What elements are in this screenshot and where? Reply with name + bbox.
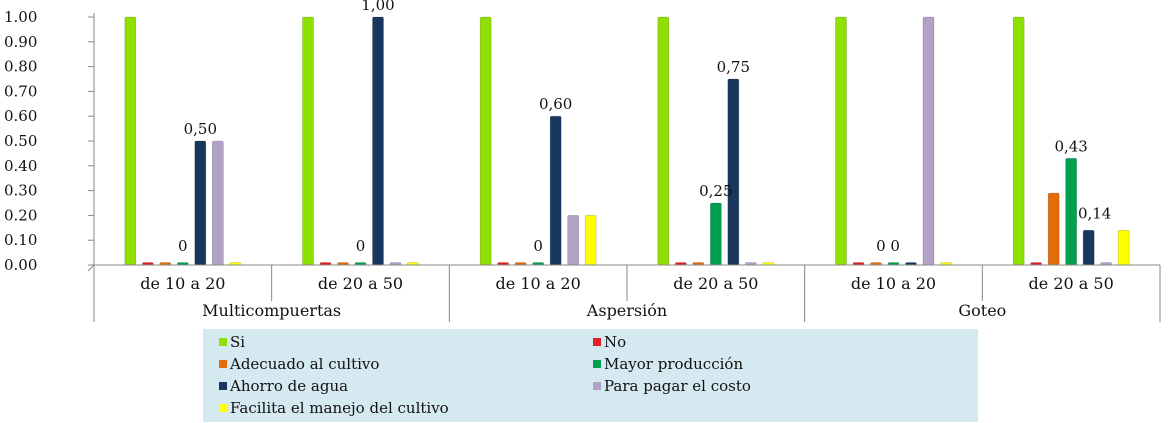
bar [479,16,492,266]
x-tick-label: de 20 a 50 [673,274,758,293]
data-label: 0 [178,237,188,255]
chart: 0.00 0.10 0.20 0.30 0.40 0.50 0.60 0.70 0.80 0.90… [4,0,1161,322]
y-tick-label: 0.80 [4,58,37,76]
bar [124,16,137,266]
y-tick-label: 0.50 [4,132,37,150]
y-tick-label: 1.00 [4,8,37,26]
bar [922,16,935,266]
data-label: 0,50 [184,120,217,138]
bar [1065,158,1077,266]
bar [1047,192,1060,266]
x-axis-corner [87,264,95,272]
legend-label: Adecuado al cultivo [230,355,380,373]
bar [1012,16,1025,266]
legend-item: No [593,333,626,351]
data-label: 0 0 [876,237,900,255]
bar [567,215,579,266]
x-tick-label: de 20 a 50 [1029,274,1114,293]
x-tick-label: de 10 a 20 [496,274,581,293]
legend: Si No Adecuado al cultivo Mayor producci… [203,329,978,422]
x-tick-label: de 20 a 50 [318,274,403,293]
legend-label: Ahorro de agua [230,377,349,395]
bar [727,78,740,266]
legend-label: No [604,333,627,351]
x-group-label: Goteo [958,301,1006,320]
bar [194,140,207,266]
legend-swatch [593,382,601,390]
x-group-label: Aspersión [586,301,667,320]
x-tick-label: de 10 a 20 [851,274,936,293]
bar [584,215,597,266]
legend-swatch [219,338,227,346]
legend-item: Mayor producción [593,355,743,373]
legend-item: Si [219,333,245,351]
legend-swatch [219,360,227,368]
data-label: 0,25 [699,182,732,200]
legend-swatch [219,382,227,390]
bar [657,16,670,266]
legend-label: Si [230,333,246,351]
legend-item: Facilita el manejo del cultivo [219,399,449,417]
legend-label: Facilita el manejo del cultivo [230,399,449,417]
bar [835,16,847,266]
data-label: 1,00 [361,0,394,14]
legend-swatch [593,338,601,346]
data-label: 0 [533,237,543,255]
data-label: 0,43 [1054,137,1087,155]
legend-swatch [593,360,601,368]
data-label: 0,75 [717,58,750,76]
y-tick-label: 0.10 [4,231,37,249]
bar [549,115,562,266]
legend-label: Mayor producción [604,355,744,373]
legend-item: Ahorro de agua [219,377,348,395]
legend-item: Para pagar el costo [593,377,751,395]
data-label: 0,60 [539,95,572,113]
data-label: 0 [356,237,366,255]
bar [372,16,384,266]
legend-item: Adecuado al cultivo [219,355,379,373]
x-group-label: Multicompuertas [202,301,341,320]
y-tick-label: 0.00 [4,256,37,274]
x-tick-label: de 10 a 20 [140,274,225,293]
y-tick-label: 0.20 [4,206,37,224]
y-tick-label: 0.90 [4,33,37,51]
data-label: 0,14 [1078,204,1111,222]
bar [1082,229,1095,266]
y-tick-label: 0.30 [4,182,37,200]
legend-label: Para pagar el costo [604,377,751,395]
bar [302,16,314,266]
bar [212,140,224,266]
y-tick-label: 0.60 [4,107,37,125]
bar [1117,229,1130,266]
bar [710,202,722,266]
legend-swatch [219,404,227,412]
y-tick-label: 0.40 [4,157,37,175]
plot-area: 0.00 0.10 0.20 0.30 0.40 0.50 0.60 0.70 0.80 0.90… [4,0,1161,322]
y-tick-label: 0.70 [4,82,37,100]
